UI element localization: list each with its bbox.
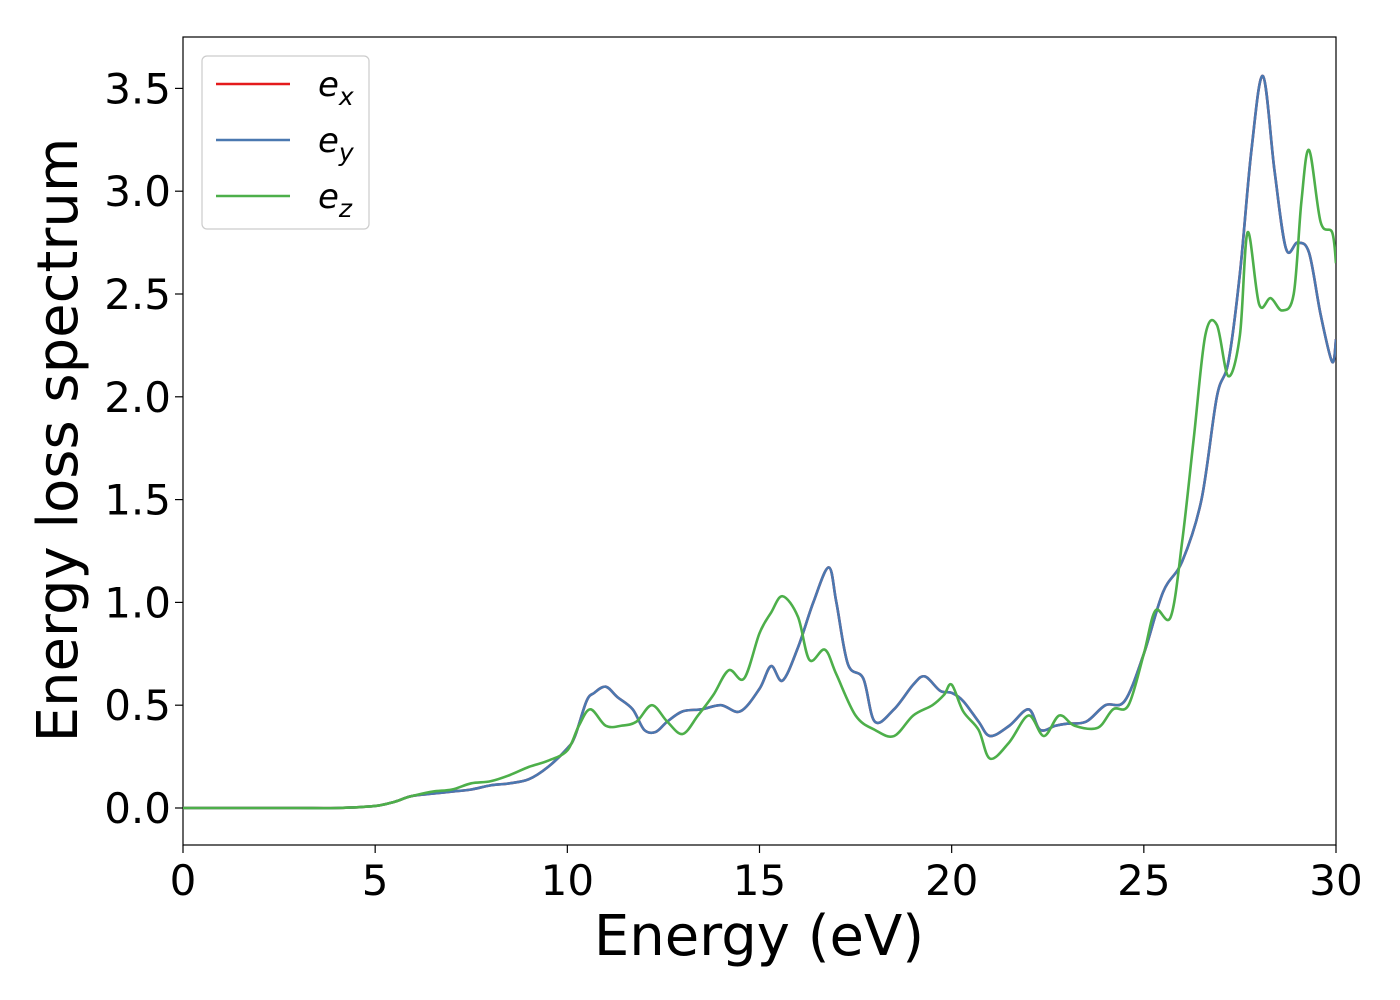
legend-box <box>201 55 370 230</box>
series-line-e-z <box>183 148 1336 810</box>
legend: ex ey ez <box>201 55 370 230</box>
x-tick-label: 25 <box>1117 856 1170 905</box>
x-axis-label: Energy (eV) <box>594 904 924 969</box>
y-tick-label: 0.0 <box>104 784 171 833</box>
x-tick-label: 15 <box>733 856 786 905</box>
y-tick-label: 2.0 <box>104 373 171 422</box>
x-tick-label: 30 <box>1309 856 1362 905</box>
legend-label-y: ey <box>318 121 355 167</box>
y-tick-label: 0.5 <box>104 681 171 730</box>
x-tick-label: 5 <box>362 856 389 905</box>
y-tick-label: 1.5 <box>104 476 171 525</box>
y-tick-label: 1.0 <box>104 578 171 627</box>
y-axis-label: Energy loss spectrum <box>26 138 91 743</box>
legend-label-z: ez <box>318 177 353 223</box>
x-tick-label: 0 <box>170 856 197 905</box>
y-tick-label: 3.5 <box>104 64 171 113</box>
series-layer <box>183 74 1336 810</box>
legend-label-x: ex <box>318 65 354 111</box>
plot-area <box>182 36 1337 846</box>
y-tick-label: 2.5 <box>104 270 171 319</box>
x-tick-label: 10 <box>541 856 594 905</box>
series-line-e-y <box>183 74 1336 810</box>
axes-frame <box>182 36 1337 846</box>
x-tick-label: 20 <box>925 856 978 905</box>
ticks-layer: 0 5 10 15 20 25 30 0.0 0.5 1.0 1.5 2.0 2.5 3.0 3.5 <box>104 64 1363 905</box>
y-tick-label: 3.0 <box>104 167 171 216</box>
